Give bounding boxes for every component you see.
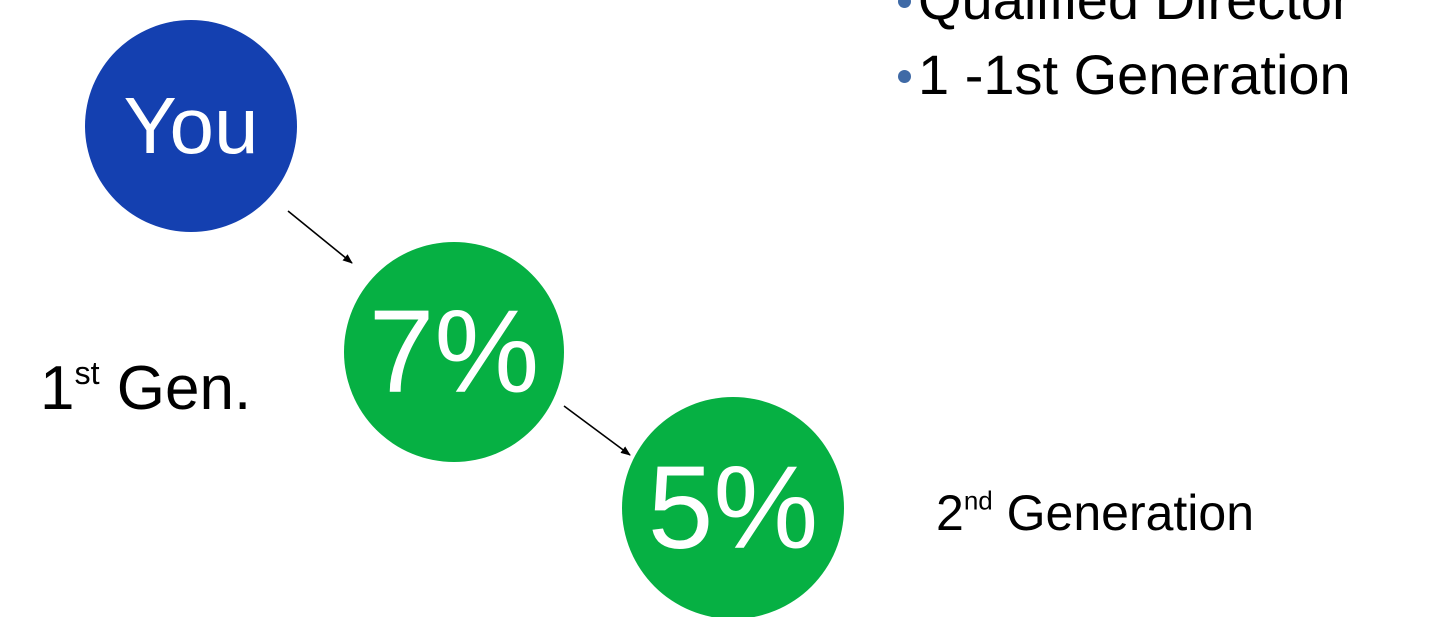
second-gen-label-ordinal: nd xyxy=(963,485,993,516)
node-you: You xyxy=(85,20,297,232)
second-gen-label-text: Generation xyxy=(992,485,1255,541)
bullet-list: Qualified Director 1 -1st Generation xyxy=(898,0,1351,112)
arrow-you-to-first-gen xyxy=(287,210,353,264)
first-gen-label-number: 1 xyxy=(40,354,75,423)
bullet-item: Qualified Director xyxy=(898,0,1351,37)
node-second-generation: 5% xyxy=(622,397,844,617)
node-second-generation-label: 5% xyxy=(647,442,819,574)
node-you-label: You xyxy=(123,81,259,170)
arrow-first-gen-to-second-gen xyxy=(563,405,631,456)
bullet-item-text: 1 -1st Generation xyxy=(918,43,1351,106)
bullet-item: 1 -1st Generation xyxy=(898,37,1351,112)
node-first-generation: 7% xyxy=(344,242,564,462)
bullet-dot-icon xyxy=(898,0,911,8)
bullet-item-text: Qualified Director xyxy=(918,0,1351,31)
first-gen-label: 1st Gen. xyxy=(40,354,251,420)
bullet-dot-icon xyxy=(898,70,911,83)
second-gen-label-number: 2 xyxy=(936,485,964,541)
first-gen-label-text: Gen. xyxy=(99,354,252,423)
first-gen-label-ordinal: st xyxy=(74,354,100,391)
second-gen-label: 2nd Generation xyxy=(936,488,1254,538)
node-first-generation-label: 7% xyxy=(368,286,540,418)
